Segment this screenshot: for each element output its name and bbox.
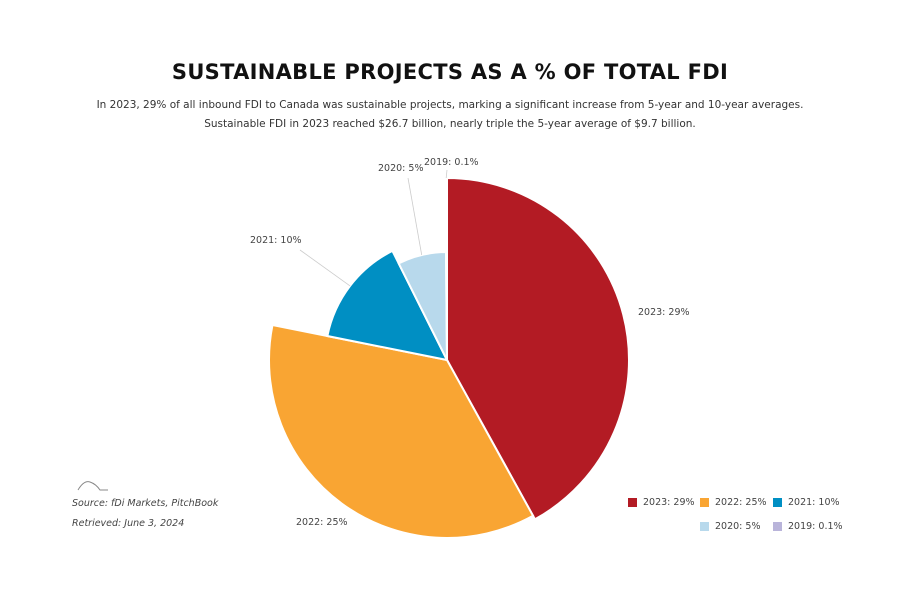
leader-line-2021 bbox=[299, 249, 351, 287]
legend-item-2021[interactable]: 2021: 10% bbox=[773, 497, 840, 508]
logo-icon bbox=[77, 481, 108, 491]
data-label-2023: 2023: 29% bbox=[638, 307, 690, 318]
legend-swatch bbox=[773, 522, 782, 531]
legend-item-2022[interactable]: 2022: 25% bbox=[700, 497, 767, 508]
legend-label: 2020: 5% bbox=[715, 521, 761, 532]
source-note: Source: fDi Markets, PitchBook bbox=[72, 498, 219, 509]
legend-label: 2021: 10% bbox=[788, 497, 840, 508]
legend-swatch bbox=[700, 522, 709, 531]
leader-line-2019 bbox=[445, 169, 448, 179]
legend-label: 2023: 29% bbox=[643, 497, 695, 508]
leader-line-2020 bbox=[407, 177, 423, 256]
pie-slice-2021[interactable] bbox=[326, 249, 449, 362]
data-label-2020: 2020: 5% bbox=[378, 163, 423, 174]
chart-title: SUSTAINABLE PROJECTS AS A % OF TOTAL FDI bbox=[171, 60, 729, 84]
legend-item-2019[interactable]: 2019: 0.1% bbox=[773, 521, 843, 532]
legend-swatch bbox=[700, 498, 709, 507]
legend-swatch bbox=[773, 498, 782, 507]
data-label-2022: 2022: 25% bbox=[296, 517, 348, 528]
chart-subtitle: In 2023, 29% of all inbound FDI to Canad… bbox=[96, 99, 804, 130]
pie-slice-2019[interactable] bbox=[444, 176, 448, 361]
data-label-2019: 2019: 0.1% bbox=[424, 157, 479, 168]
data-label-2021: 2021: 10% bbox=[250, 235, 302, 246]
retrieved-note: Retrieved: June 3, 2024 bbox=[72, 518, 185, 529]
legend-swatch bbox=[628, 498, 637, 507]
legend-item-2023[interactable]: 2023: 29% bbox=[628, 497, 695, 508]
legend-item-2020[interactable]: 2020: 5% bbox=[700, 521, 760, 532]
legend-label: 2019: 0.1% bbox=[788, 521, 843, 532]
legend-label: 2022: 25% bbox=[715, 497, 767, 508]
pie-slice-2022[interactable] bbox=[268, 323, 535, 539]
pie-slice-2023[interactable] bbox=[446, 176, 630, 521]
